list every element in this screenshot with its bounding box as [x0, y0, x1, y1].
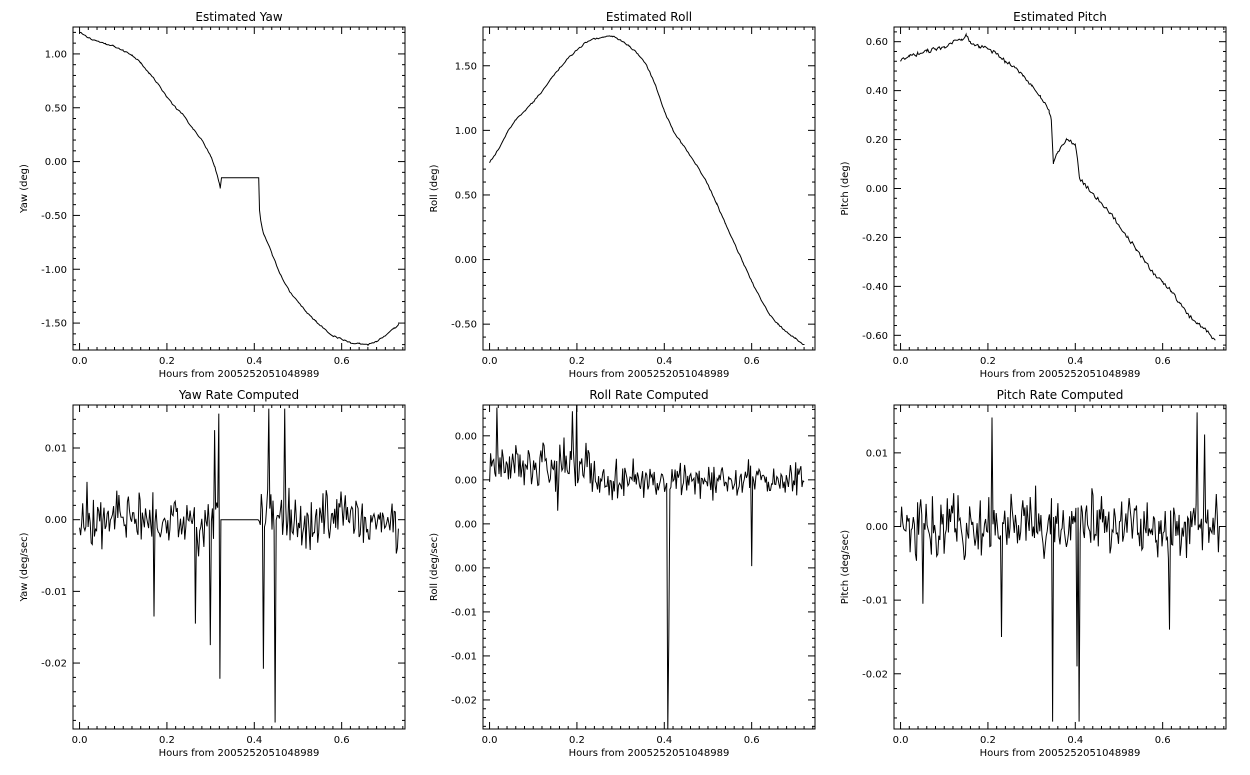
pitch-y-tick-label: 0.40 — [866, 86, 888, 97]
roll-rate-y-tick-label: 0.00 — [455, 475, 477, 486]
pitch-y-tick-label: 0.00 — [866, 184, 888, 195]
panel-yaw-rate: Yaw Rate Computed Hours from 200525205104… — [19, 388, 406, 759]
yaw-rate-y-tick-label: 0.00 — [45, 515, 67, 526]
pitch-chart-title: Estimated Pitch — [1013, 10, 1107, 24]
yaw-x-axis-label: Hours from 2005252051048989 — [159, 369, 320, 380]
pitch-series-line — [900, 32, 1216, 341]
yaw-chart-title: Estimated Yaw — [195, 10, 282, 24]
pitch-rate-y-tick-label: 0.00 — [866, 522, 888, 533]
yaw-rate-chart-title: Yaw Rate Computed — [178, 388, 299, 402]
pitch-y-tick-label: -0.20 — [862, 233, 888, 244]
pitch-y-tick-label: 0.60 — [866, 37, 888, 48]
roll-plot-frame — [482, 26, 816, 351]
pitch-rate-x-axis-label: Hours from 2005252051048989 — [980, 748, 1141, 759]
roll-x-tick-label: 0.0 — [482, 356, 498, 367]
yaw-y-tick-label: 1.00 — [45, 49, 67, 60]
yaw-rate-y-tick-label: -0.01 — [41, 587, 67, 598]
roll-rate-x-axis-label: Hours from 2005252051048989 — [569, 748, 730, 759]
yaw-y-axis-label: Yaw (deg) — [19, 164, 30, 214]
yaw-x-tick-label: 0.4 — [246, 356, 262, 367]
roll-rate-y-tick-label: -0.01 — [451, 651, 477, 662]
yaw-y-tick-label: 0.50 — [45, 103, 67, 114]
yaw-rate-series-line — [79, 408, 399, 723]
panel-yaw: Estimated Yaw Hours from 2005252051048989… — [19, 10, 406, 380]
pitch-y-tick-label: -0.60 — [862, 331, 888, 342]
panel-roll-rate: Roll Rate Computed Hours from 20052520510… — [429, 388, 816, 759]
roll-rate-y-tick-label: 0.00 — [455, 563, 477, 574]
yaw-rate-y-tick-label: 0.01 — [45, 444, 67, 455]
roll-y-tick-label: -0.50 — [451, 320, 477, 331]
yaw-rate-x-tick-label: 0.6 — [334, 735, 350, 746]
roll-rate-x-tick-label: 0.2 — [569, 735, 585, 746]
yaw-x-tick-label: 0.0 — [72, 356, 88, 367]
pitch-rate-plot-frame — [893, 404, 1227, 730]
roll-x-tick-label: 0.6 — [744, 356, 760, 367]
roll-y-tick-label: 0.50 — [455, 190, 477, 201]
pitch-x-tick-label: 0.2 — [980, 356, 996, 367]
panel-pitch: Estimated Pitch Hours from 20052520510489… — [840, 10, 1227, 380]
roll-x-tick-label: 0.4 — [656, 356, 672, 367]
pitch-y-tick-label: 0.20 — [866, 135, 888, 146]
yaw-y-tick-label: -1.50 — [41, 319, 67, 330]
yaw-rate-y-tick-label: -0.02 — [41, 659, 67, 670]
pitch-x-axis-label: Hours from 2005252051048989 — [980, 369, 1141, 380]
pitch-rate-x-tick-label: 0.0 — [893, 735, 909, 746]
pitch-plot-frame — [893, 26, 1227, 351]
roll-y-tick-label: 1.50 — [455, 61, 477, 72]
roll-rate-y-tick-label: 0.00 — [455, 431, 477, 442]
pitch-x-tick-label: 0.6 — [1155, 356, 1171, 367]
pitch-rate-y-tick-label: 0.01 — [866, 448, 888, 459]
roll-rate-x-tick-label: 0.4 — [656, 735, 672, 746]
roll-y-axis-label: Roll (deg) — [429, 164, 440, 212]
yaw-x-tick-label: 0.2 — [159, 356, 175, 367]
yaw-rate-x-axis-label: Hours from 2005252051048989 — [159, 748, 320, 759]
pitch-rate-y-tick-label: -0.01 — [862, 596, 888, 607]
roll-rate-x-tick-label: 0.6 — [744, 735, 760, 746]
yaw-y-tick-label: -1.00 — [41, 265, 67, 276]
roll-rate-plot-frame — [482, 404, 816, 730]
roll-y-tick-label: 1.00 — [455, 126, 477, 137]
panel-pitch-rate: Pitch Rate Computed Hours from 2005252051… — [840, 388, 1227, 759]
roll-rate-chart-title: Roll Rate Computed — [589, 388, 708, 402]
yaw-x-tick-label: 0.6 — [334, 356, 350, 367]
yaw-rate-y-axis-label: Yaw (deg/sec) — [19, 532, 30, 602]
pitch-rate-series-line — [900, 412, 1220, 722]
roll-x-tick-label: 0.2 — [569, 356, 585, 367]
pitch-rate-y-tick-label: -0.02 — [862, 669, 888, 680]
yaw-rate-x-tick-label: 0.2 — [159, 735, 175, 746]
roll-rate-y-tick-label: -0.02 — [451, 695, 477, 706]
pitch-y-tick-label: -0.40 — [862, 282, 888, 293]
roll-series-line — [489, 35, 805, 345]
pitch-y-axis-label: Pitch (deg) — [840, 161, 851, 215]
yaw-y-tick-label: -0.50 — [41, 211, 67, 222]
roll-rate-y-tick-label: 0.00 — [455, 519, 477, 530]
roll-rate-y-tick-label: -0.01 — [451, 607, 477, 618]
roll-x-axis-label: Hours from 2005252051048989 — [569, 369, 730, 380]
pitch-rate-x-tick-label: 0.4 — [1067, 735, 1083, 746]
yaw-rate-x-tick-label: 0.0 — [72, 735, 88, 746]
panel-roll: Estimated Roll Hours from 200525205104898… — [429, 10, 816, 380]
pitch-rate-y-axis-label: Pitch (deg/sec) — [840, 530, 851, 605]
pitch-rate-x-tick-label: 0.6 — [1155, 735, 1171, 746]
roll-rate-series-line — [489, 404, 805, 730]
roll-rate-y-axis-label: Roll (deg/sec) — [429, 533, 440, 601]
roll-y-tick-label: 0.00 — [455, 255, 477, 266]
yaw-rate-x-tick-label: 0.4 — [246, 735, 262, 746]
roll-chart-title: Estimated Roll — [606, 10, 692, 24]
yaw-series-line — [79, 31, 399, 347]
yaw-rate-plot-frame — [72, 404, 406, 730]
yaw-y-tick-label: 0.00 — [45, 157, 67, 168]
pitch-rate-chart-title: Pitch Rate Computed — [997, 388, 1124, 402]
roll-rate-x-tick-label: 0.0 — [482, 735, 498, 746]
pitch-rate-x-tick-label: 0.2 — [980, 735, 996, 746]
yaw-plot-frame — [72, 26, 406, 351]
pitch-x-tick-label: 0.4 — [1067, 356, 1083, 367]
pitch-x-tick-label: 0.0 — [893, 356, 909, 367]
